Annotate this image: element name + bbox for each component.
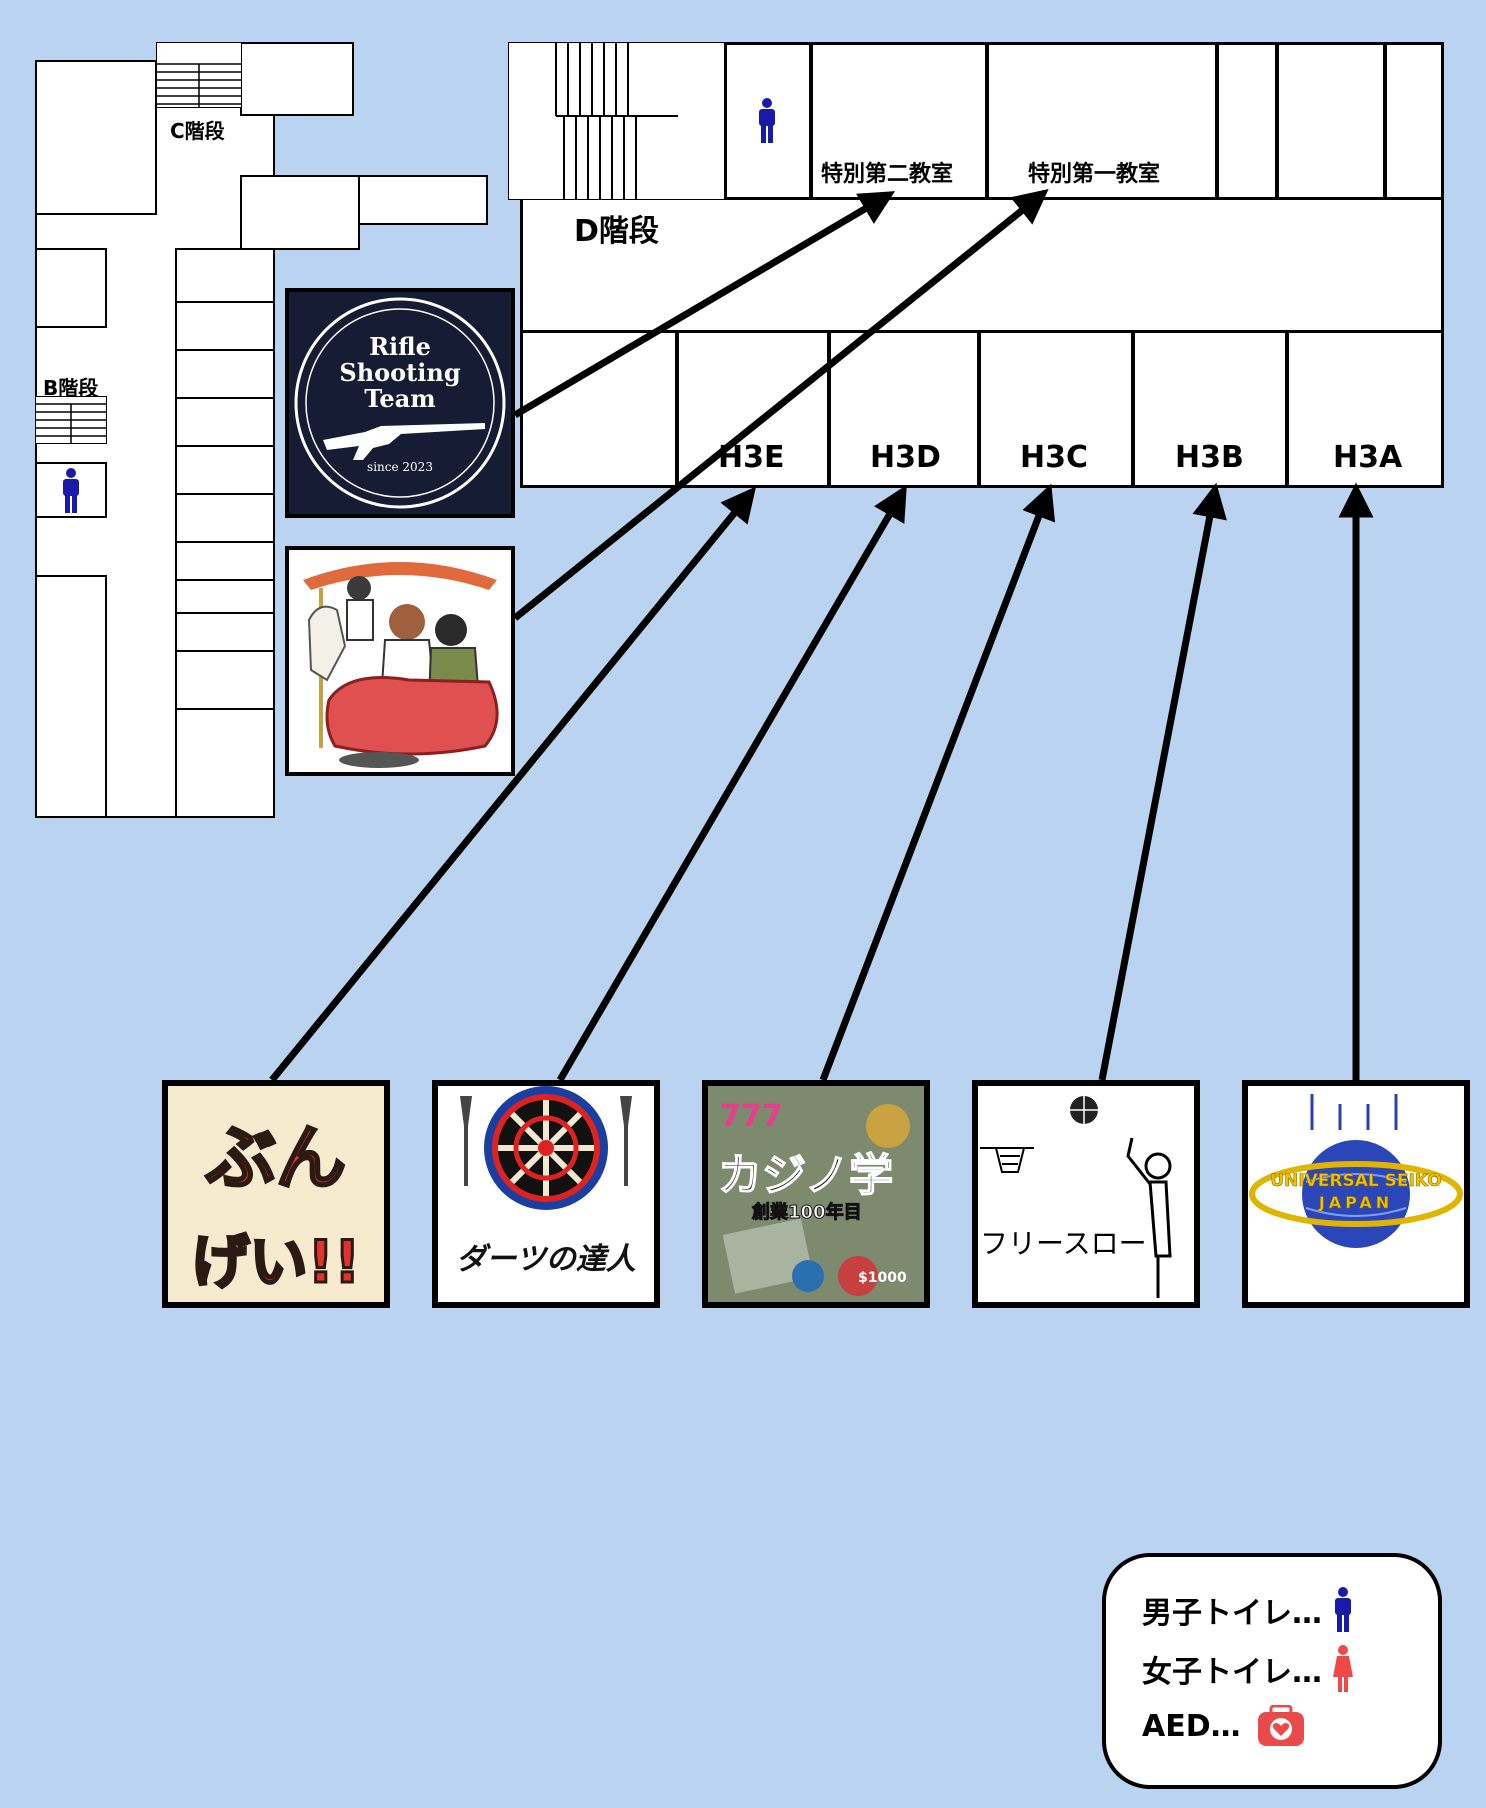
- arrow-bungei-to-h3e: [269, 486, 757, 1083]
- room: [175, 708, 275, 818]
- classroom-h3d-label: H3D: [870, 440, 941, 475]
- room: [35, 575, 107, 818]
- casino-777: 777: [720, 1099, 783, 1134]
- room: [35, 248, 107, 328]
- exhibit-carousel[interactable]: [285, 546, 515, 776]
- exhibit-bungei[interactable]: ぶん げい!!: [162, 1080, 390, 1308]
- classroom-h3c-label: H3C: [1020, 440, 1088, 475]
- classroom-h3d[interactable]: [828, 330, 980, 488]
- dart-icon: [620, 1096, 632, 1186]
- rifle-title-1: Rifle: [369, 332, 431, 361]
- carousel-illustration: [303, 562, 499, 768]
- arrow-darts-to-h3d: [556, 484, 907, 1082]
- stairs-c: [156, 42, 242, 108]
- arrow-carousel-to-special-1: [512, 189, 1049, 621]
- room: [175, 301, 275, 351]
- room: [1276, 42, 1386, 200]
- player-icon: [1126, 1137, 1172, 1298]
- room: [175, 650, 275, 710]
- arrow-rifle-to-special-2: [513, 191, 896, 419]
- exhibit-darts[interactable]: ダーツの達人: [432, 1080, 660, 1308]
- womens-restroom-icon: [1333, 1645, 1353, 1692]
- hoop-icon: [980, 1147, 1034, 1173]
- exhibit-rifle-shooting[interactable]: Rifle Shooting Team since 2023: [285, 288, 515, 518]
- legend: 男子トイレ… 女子トイレ… AED…: [1102, 1553, 1442, 1789]
- casino-title: カジノ学: [718, 1150, 893, 1201]
- classroom-h3e[interactable]: [676, 330, 830, 488]
- aed-icon: [1257, 1705, 1304, 1746]
- legend-mens: 男子トイレ…: [1142, 1587, 1354, 1633]
- rifle-title-2: Shooting: [339, 358, 461, 387]
- exhibit-casino[interactable]: 777 カジノ学 創業100年目 $1000: [702, 1080, 930, 1308]
- dartboard-icon: [460, 1086, 632, 1210]
- mens-restroom-icon: [1335, 1587, 1351, 1632]
- rifle-since: since 2023: [367, 460, 433, 474]
- rifle-logo: [294, 297, 506, 509]
- special-room-1[interactable]: [986, 42, 1218, 200]
- stairs-b: [35, 396, 107, 444]
- mens-restroom-icon: [63, 468, 79, 513]
- exhibit-universal[interactable]: UNIVERSAL SEIKO JAPAN: [1242, 1080, 1470, 1308]
- casino-chip: $1000: [858, 1270, 907, 1286]
- casino-poster: 777 カジノ学 創業100年目 $1000: [708, 1086, 924, 1302]
- universal-bottom: JAPAN: [1318, 1193, 1393, 1212]
- room: [175, 397, 275, 447]
- classroom-h3a-label: H3A: [1333, 440, 1403, 475]
- room: [358, 175, 488, 225]
- stairs-c-label: C階段: [170, 119, 225, 143]
- bungei-line-2: げい!!: [192, 1228, 361, 1296]
- stairs-d-label: D階段: [574, 214, 659, 249]
- classroom-h3c[interactable]: [978, 330, 1134, 488]
- exhibit-freethrow[interactable]: フリースロー: [972, 1080, 1200, 1308]
- universal-logo: UNIVERSAL SEIKO JAPAN: [1249, 1094, 1463, 1248]
- arrow-casino-to-h3c: [819, 483, 1056, 1082]
- room: [35, 60, 157, 215]
- basketball-icon: [1070, 1096, 1098, 1124]
- rifle-icon: [323, 423, 485, 460]
- room: [175, 493, 275, 543]
- room: [1384, 42, 1444, 200]
- classroom-h3b-label: H3B: [1175, 440, 1244, 475]
- legend-mens-label: 男子トイレ…: [1142, 1596, 1322, 1631]
- stairs-d: [508, 42, 726, 200]
- darts-title: ダーツの達人: [456, 1242, 636, 1277]
- mens-restroom-icon: [759, 98, 775, 143]
- room: [520, 330, 678, 488]
- bungei-line-1: ぶん: [205, 1117, 346, 1199]
- special-room-1-label: 特別第一教室: [1028, 162, 1161, 187]
- legend-aed: AED…: [1142, 1705, 1305, 1747]
- legend-aed-label: AED…: [1142, 1708, 1241, 1744]
- room: [175, 579, 275, 614]
- special-room-2-label: 特別第二教室: [821, 162, 954, 187]
- legend-womens: 女子トイレ…: [1142, 1645, 1354, 1693]
- legend-womens-label: 女子トイレ…: [1142, 1655, 1322, 1690]
- freethrow-illustration: [980, 1096, 1172, 1298]
- universal-top: UNIVERSAL SEIKO: [1270, 1171, 1441, 1191]
- bungei-logo: ぶん げい!!: [190, 1116, 362, 1298]
- restroom-d: [724, 42, 812, 200]
- rifle-title-3: Team: [364, 384, 436, 413]
- classroom-h3b[interactable]: [1132, 330, 1288, 488]
- classroom-h3a[interactable]: [1286, 330, 1444, 488]
- freethrow-label: フリースロー: [980, 1227, 1147, 1260]
- room: [175, 248, 275, 303]
- dart-icon: [460, 1096, 472, 1186]
- arrow-freethrow-to-h3b: [1098, 482, 1227, 1081]
- casino-sub: 創業100年目: [751, 1201, 862, 1223]
